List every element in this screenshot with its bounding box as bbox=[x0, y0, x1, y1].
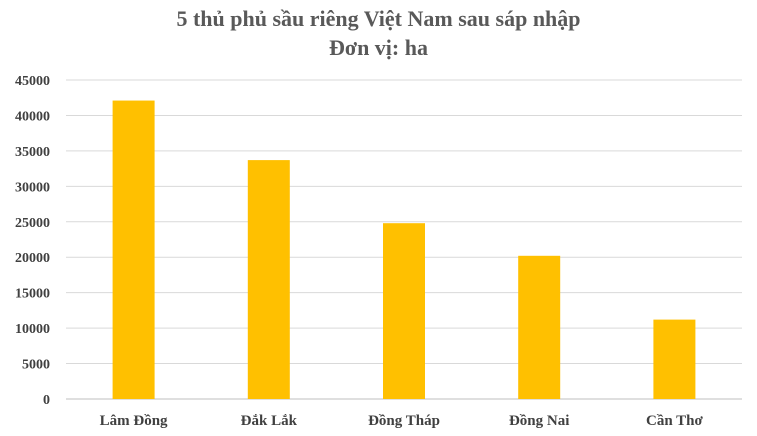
x-category-label: Lâm Đồng bbox=[100, 413, 168, 429]
y-tick-label: 45000 bbox=[15, 74, 50, 89]
bar bbox=[383, 223, 425, 399]
bar bbox=[518, 255, 561, 399]
bar bbox=[247, 160, 290, 399]
y-tick-label: 40000 bbox=[15, 109, 50, 124]
chart-title-block: 5 thủ phủ sầu riêng Việt Nam sau sáp nhậ… bbox=[0, 4, 757, 62]
x-category-label: Đắk Lắk bbox=[241, 413, 298, 429]
chart-title: 5 thủ phủ sầu riêng Việt Nam sau sáp nhậ… bbox=[176, 6, 581, 31]
bar bbox=[112, 100, 155, 400]
y-tick-label: 15000 bbox=[15, 287, 50, 302]
chart-subtitle: Đơn vị: ha bbox=[329, 35, 428, 60]
x-category-label: Đồng Nai bbox=[509, 413, 569, 429]
y-tick-label: 10000 bbox=[15, 322, 50, 337]
x-category-label: Đồng Tháp bbox=[368, 413, 440, 429]
y-tick-label: 20000 bbox=[15, 251, 50, 266]
bar bbox=[653, 319, 696, 399]
y-tick-label: 25000 bbox=[15, 216, 50, 231]
y-tick-label: 5000 bbox=[22, 358, 50, 373]
y-tick-label: 35000 bbox=[15, 145, 50, 160]
y-tick-label: 0 bbox=[43, 393, 50, 408]
y-tick-label: 30000 bbox=[15, 180, 50, 195]
x-category-label: Cần Thơ bbox=[646, 413, 704, 429]
